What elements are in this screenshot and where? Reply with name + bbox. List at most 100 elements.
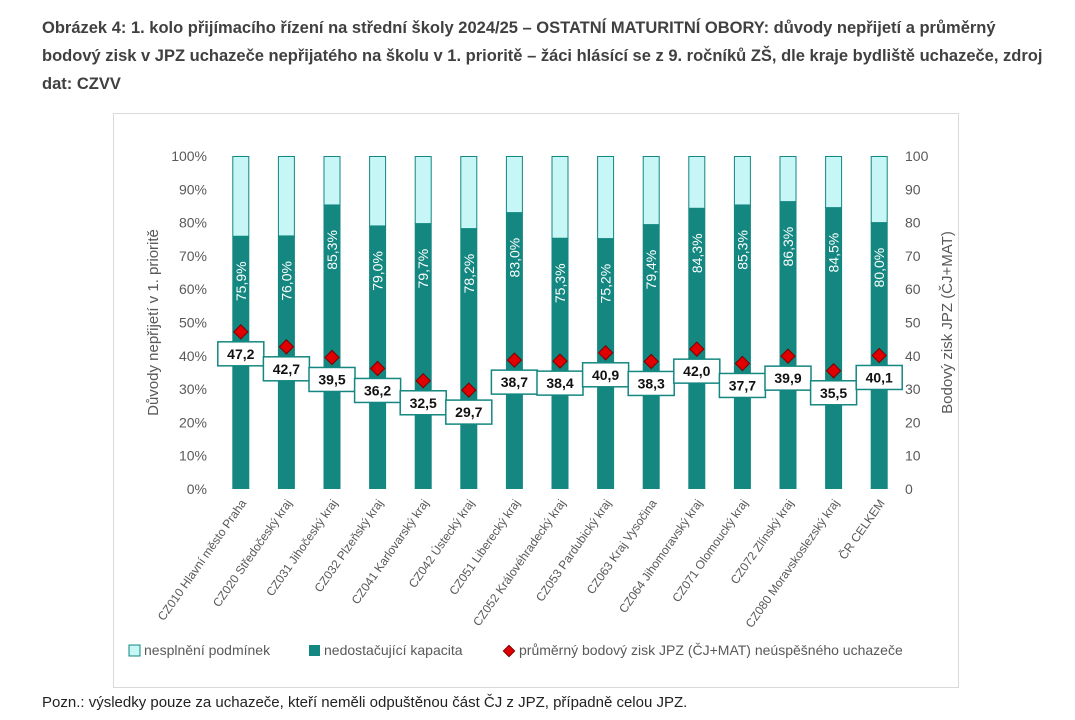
score-label-box [490,369,539,395]
bar-nesplneni-podminek [870,156,888,224]
x-tick-label: CZ041 Karlovarský kraj [349,497,432,607]
y2-tick-label: 30 [905,381,921,397]
score-marker [552,353,568,369]
bar-nedostacujici-kapacita [323,204,341,489]
bar-nesplneni-podminek [688,156,706,209]
figure-title: Obrázek 4: 1. kolo přijímacího řízení na… [42,19,1043,93]
legend-label: průměrný bodový zisk JPZ (ČJ+MAT) neúspě… [519,642,903,658]
legend-label: nedostačující kapacita [324,642,463,658]
bar-nedostacujici-kapacita [505,212,523,490]
y2-tick-label: 90 [905,181,921,197]
y-tick-label: 60% [179,281,207,297]
score-marker [324,349,340,366]
y-tick-label: 70% [179,248,207,264]
y2-tick-label: 70 [905,248,921,264]
bar-nesplneni-podminek [597,156,615,240]
score-label-box [536,370,584,396]
score-data-label: 38,7 [501,374,528,390]
score-data-label: 29,7 [455,404,482,420]
x-tick-label: CZ010 Hlavní město Praha [155,496,250,623]
score-label-box [627,370,675,397]
bar-nedostacujici-kapacita [369,225,387,489]
y2-tick-label: 40 [905,348,921,364]
chart: 0% 10% 20% 30% 40% 50% 60% 70% 80% 90% 100% 0 10 20 30… [128,148,956,658]
score-data-label: 40,9 [592,367,619,383]
bar-data-label: 75,3% [552,263,568,303]
bar-data-label: 84,3% [689,233,705,273]
score-data-label: 39,5 [318,371,345,387]
bar-nesplneni-podminek [277,156,295,237]
bar-data-label: 85,3% [734,230,750,270]
score-marker [734,355,751,372]
figure-note: Pozn.: výsledky pouze za uchazeče, kteří… [42,694,688,711]
bar-data-label: 83,0% [506,238,522,278]
bar-nesplneni-podminek [779,156,797,203]
bar-nedostacujici-kapacita [779,201,797,489]
score-marker [825,363,842,379]
bar-nesplneni-podminek [505,156,523,214]
y-tick-label: 80% [179,215,207,231]
bar-nesplneni-podminek [323,156,341,206]
bar-data-label: 79,0% [370,251,386,291]
y2-tick-label: 60 [905,281,921,297]
bar-data-label: 79,4% [643,250,659,290]
score-marker [461,382,477,398]
bar-nesplneni-podminek [460,156,478,230]
x-tick-label: CZ052 Královéhradecký kraj [470,497,568,629]
score-data-label: 36,2 [364,382,391,398]
bar-nedostacujici-kapacita [414,223,432,489]
legend-marker-score [502,644,516,658]
score-marker [506,352,523,368]
score-label-box [673,358,721,384]
bar-nesplneni-podminek [414,156,432,225]
bar-nesplneni-podminek [232,156,250,237]
score-label-box [764,365,812,391]
y-tick-label: 20% [179,414,207,430]
bar-data-label: 85,3% [324,230,340,270]
bar-data-label: 75,9% [233,261,249,301]
bar-data-label: 86,3% [780,227,796,267]
score-data-label: 42,7 [273,361,300,377]
y-tick-label: 0% [187,481,207,497]
bar-nesplneni-podminek [825,156,843,209]
bar-data-label: 76,0% [278,261,294,301]
score-data-label: 42,0 [683,363,710,379]
y-axis-title: Důvody nepřijetí v 1. prioritě [145,229,162,416]
y2-tick-label: 80 [905,215,921,231]
score-data-label: 32,5 [410,395,437,411]
y-tick-label: 10% [179,448,207,464]
bar-data-label: 84,5% [826,233,842,273]
y2-tick-label: 100 [905,148,929,164]
score-marker [780,348,796,364]
legend-swatch-nesplneni [128,644,141,657]
bar-nesplneni-podminek [642,156,660,226]
score-label-box [445,399,493,425]
y2-tick-label: 0 [905,481,913,497]
x-tick-label: CZ064 Jihomoravský kraj [616,497,705,616]
bar-data-label: 75,2% [598,264,614,304]
bar-nesplneni-podminek [733,156,751,206]
score-marker [597,345,614,361]
score-label-box [855,364,903,391]
score-data-label: 38,3 [638,375,665,391]
y2-tick-label: 50 [905,315,921,331]
bar-nesplneni-podminek [369,156,387,227]
score-data-label: 37,7 [729,377,756,393]
y-tick-label: 50% [179,315,207,331]
legend-swatch-kapacita [309,645,320,656]
y-tick-label: 90% [179,181,207,197]
y2-tick-label: 10 [905,448,921,464]
y-tick-label: 100% [171,148,207,164]
legend-label: nesplnění podmínek [144,642,271,658]
y-tick-label: 40% [179,348,207,364]
score-data-label: 47,2 [227,346,254,362]
score-label-box [308,366,356,393]
y2-axis-title: Bodový zisk JPZ (ČJ+MAT) [939,231,956,414]
score-data-label: 39,9 [774,370,801,386]
x-tick-label: CZ020 Středočeský kraj [210,497,295,610]
x-tick-label: CZ080 Moravskoslezský kraj [743,497,842,631]
x-tick-label: ČR CELKEM [835,496,887,562]
bar-nesplneni-podminek [551,156,569,239]
score-marker [278,339,295,355]
score-label-box [353,377,402,404]
